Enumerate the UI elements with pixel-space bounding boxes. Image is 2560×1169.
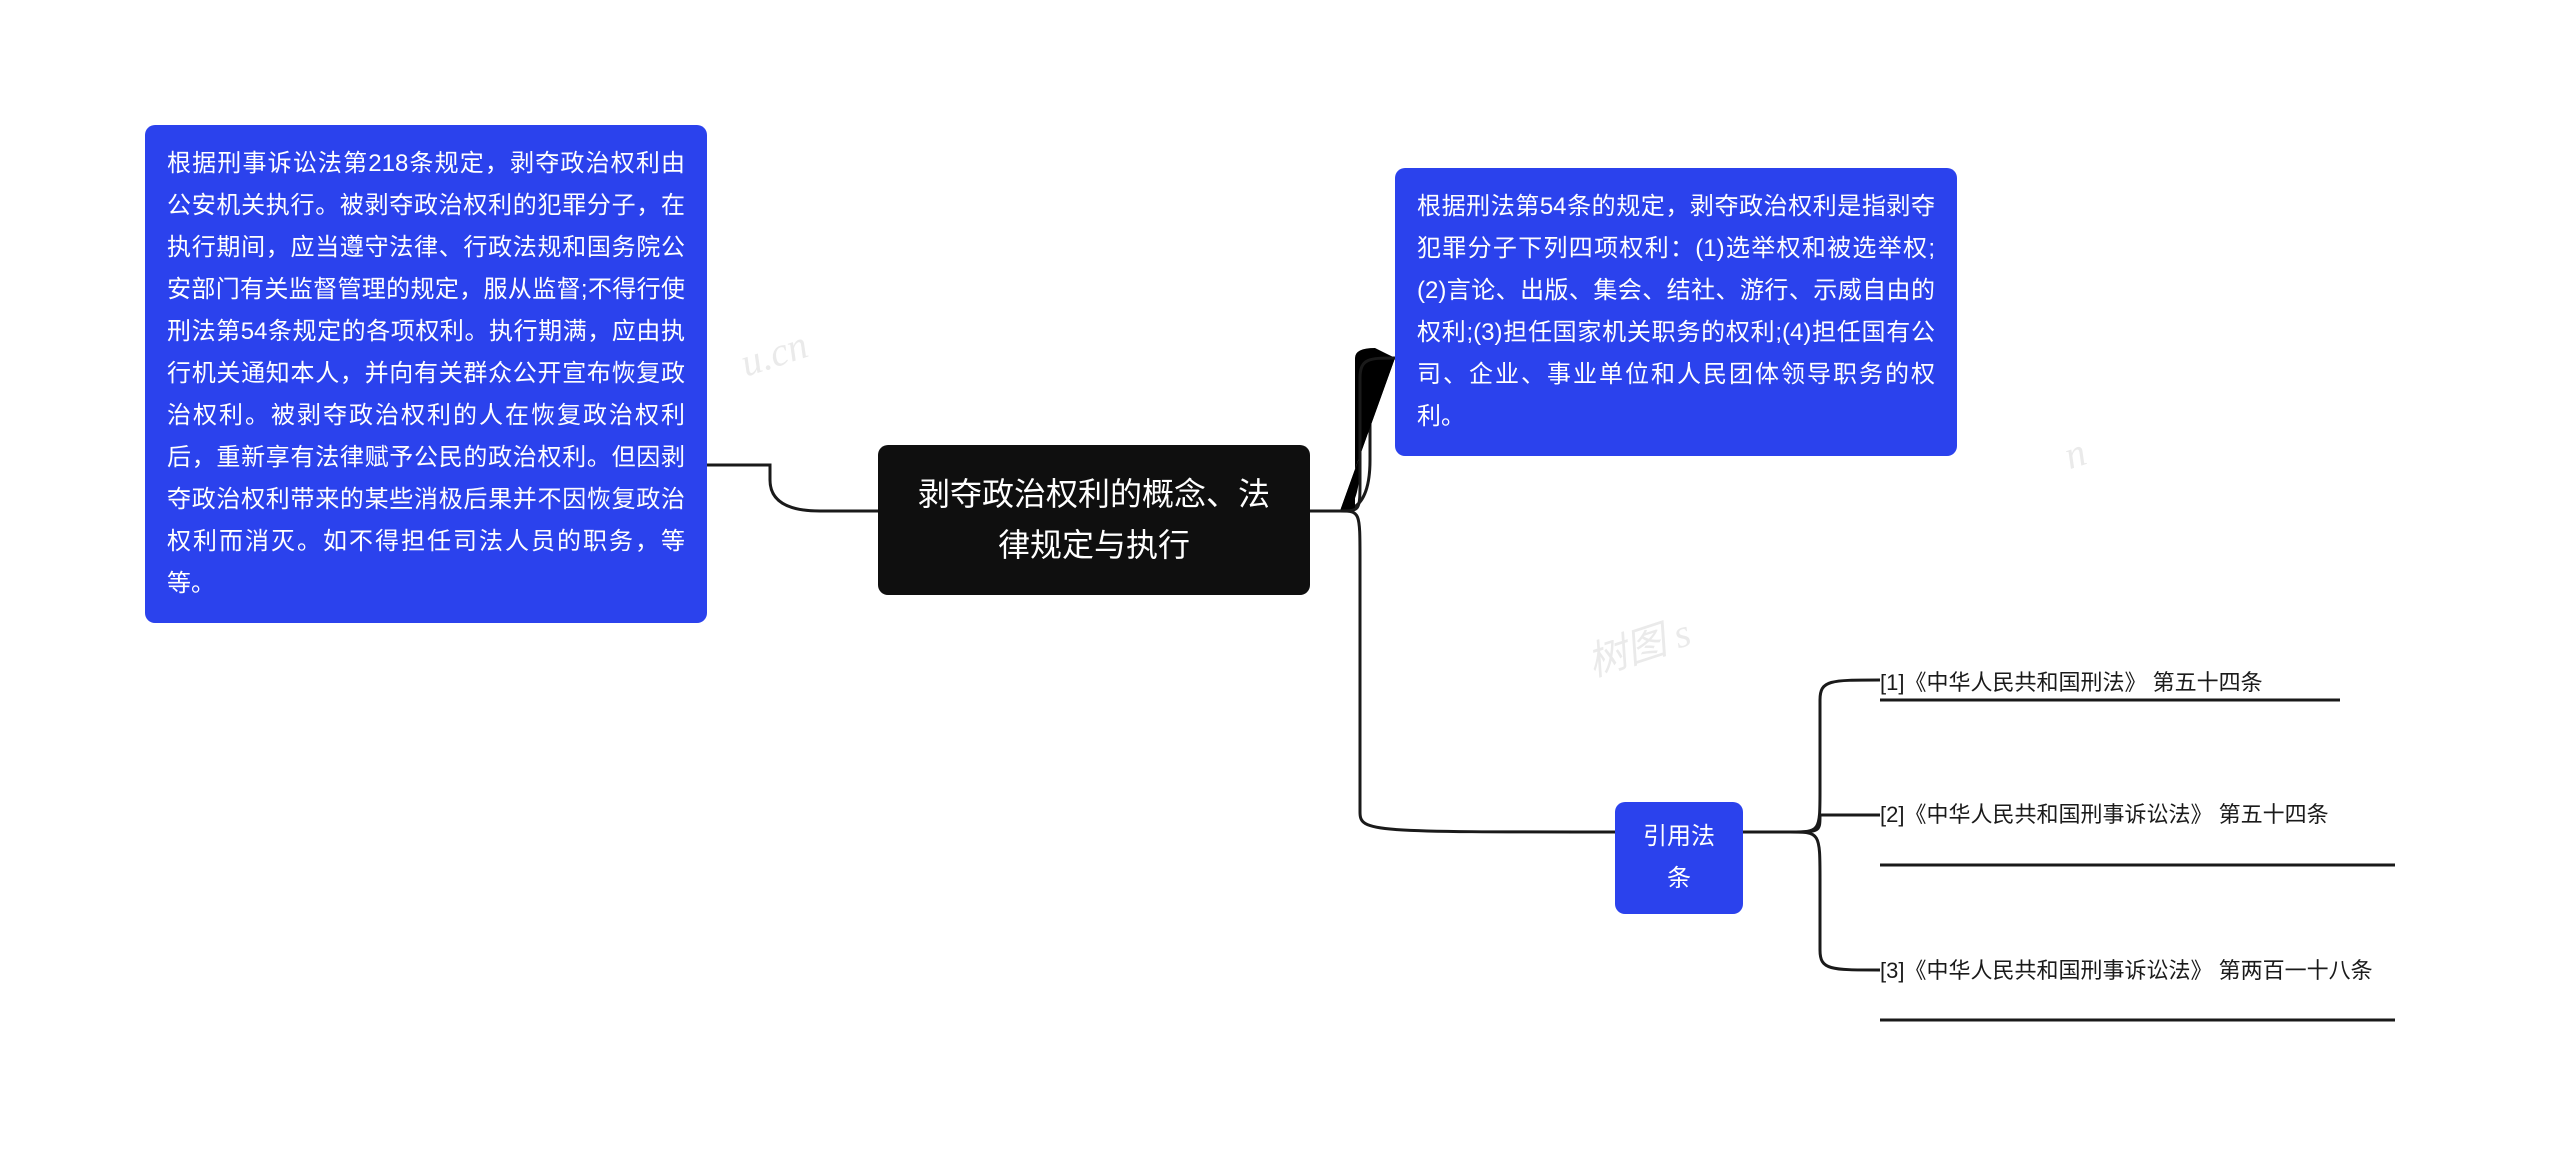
leaf-item: [3]《中华人民共和国刑事诉讼法》 第两百一十八条 xyxy=(1880,954,2390,987)
leaf-item: [1]《中华人民共和国刑法》 第五十四条 xyxy=(1880,666,2340,699)
center-line2: 律规定与执行 xyxy=(998,527,1190,563)
watermark: 树图 s xyxy=(1579,600,1697,688)
reference-label-node: 引用法条 xyxy=(1615,802,1743,914)
center-topic-node: 剥夺政治权利的概念、法 律规定与执行 xyxy=(878,445,1310,595)
left-detail-node: 根据刑事诉讼法第218条规定，剥夺政治权利由公安机关执行。被剥夺政治权利的犯罪分… xyxy=(145,125,707,623)
leaf-item: [2]《中华人民共和国刑事诉讼法》 第五十四条 xyxy=(1880,798,2390,831)
center-line1: 剥夺政治权利的概念、法 xyxy=(918,476,1270,512)
watermark: u.cn xyxy=(734,321,813,387)
right-top-node: 根据刑法第54条的规定，剥夺政治权利是指剥夺犯罪分子下列四项权利：(1)选举权和… xyxy=(1395,168,1957,456)
watermark: n xyxy=(2058,428,2092,479)
